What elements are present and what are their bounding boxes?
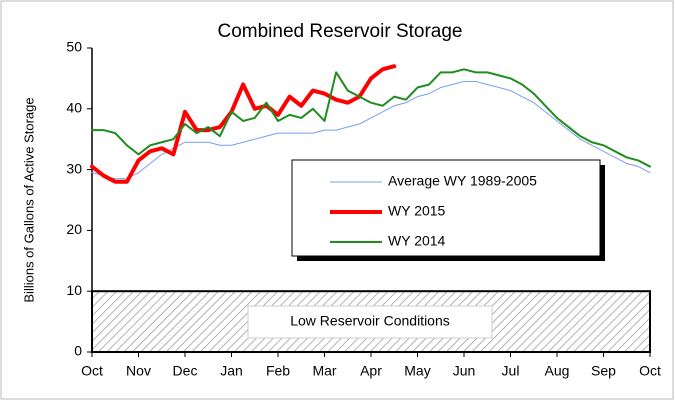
x-tick-label: Feb xyxy=(266,363,290,379)
x-tick-label: Aug xyxy=(545,363,570,379)
x-tick-label: Jun xyxy=(453,363,476,379)
y-tick-label: 0 xyxy=(74,343,82,359)
legend-label: WY 2015 xyxy=(388,203,446,219)
x-tick-label: Jul xyxy=(502,363,520,379)
legend-label: Average WY 1989-2005 xyxy=(388,173,537,189)
x-tick-label: Nov xyxy=(126,363,151,379)
x-tick-label: Jan xyxy=(220,363,243,379)
annotation: Low Reservoir Conditions xyxy=(290,313,450,329)
x-tick-label: Dec xyxy=(173,363,198,379)
series-line xyxy=(91,80,651,180)
legend xyxy=(291,159,601,257)
chart-title: Combined Reservoir Storage xyxy=(217,21,462,42)
x-tick-label: Oct xyxy=(639,363,661,379)
y-axis-label: Billions of Gallons of Active Storage xyxy=(21,97,36,302)
y-tick-label: 10 xyxy=(66,282,82,298)
annotation-box xyxy=(247,305,493,339)
x-tick-label: Apr xyxy=(360,363,382,379)
series-line xyxy=(91,68,651,168)
x-tick-label: Sep xyxy=(591,363,616,379)
y-tick-label: 30 xyxy=(66,160,82,176)
x-tick-label: May xyxy=(404,363,430,379)
x-tick-label: Mar xyxy=(312,363,336,379)
series-line xyxy=(90,64,397,184)
legend-label: WY 2014 xyxy=(388,233,446,249)
y-tick-label: 20 xyxy=(66,221,82,237)
y-tick-label: 50 xyxy=(66,39,82,55)
x-tick-label: Oct xyxy=(81,363,103,379)
y-tick-label: 40 xyxy=(66,100,82,116)
